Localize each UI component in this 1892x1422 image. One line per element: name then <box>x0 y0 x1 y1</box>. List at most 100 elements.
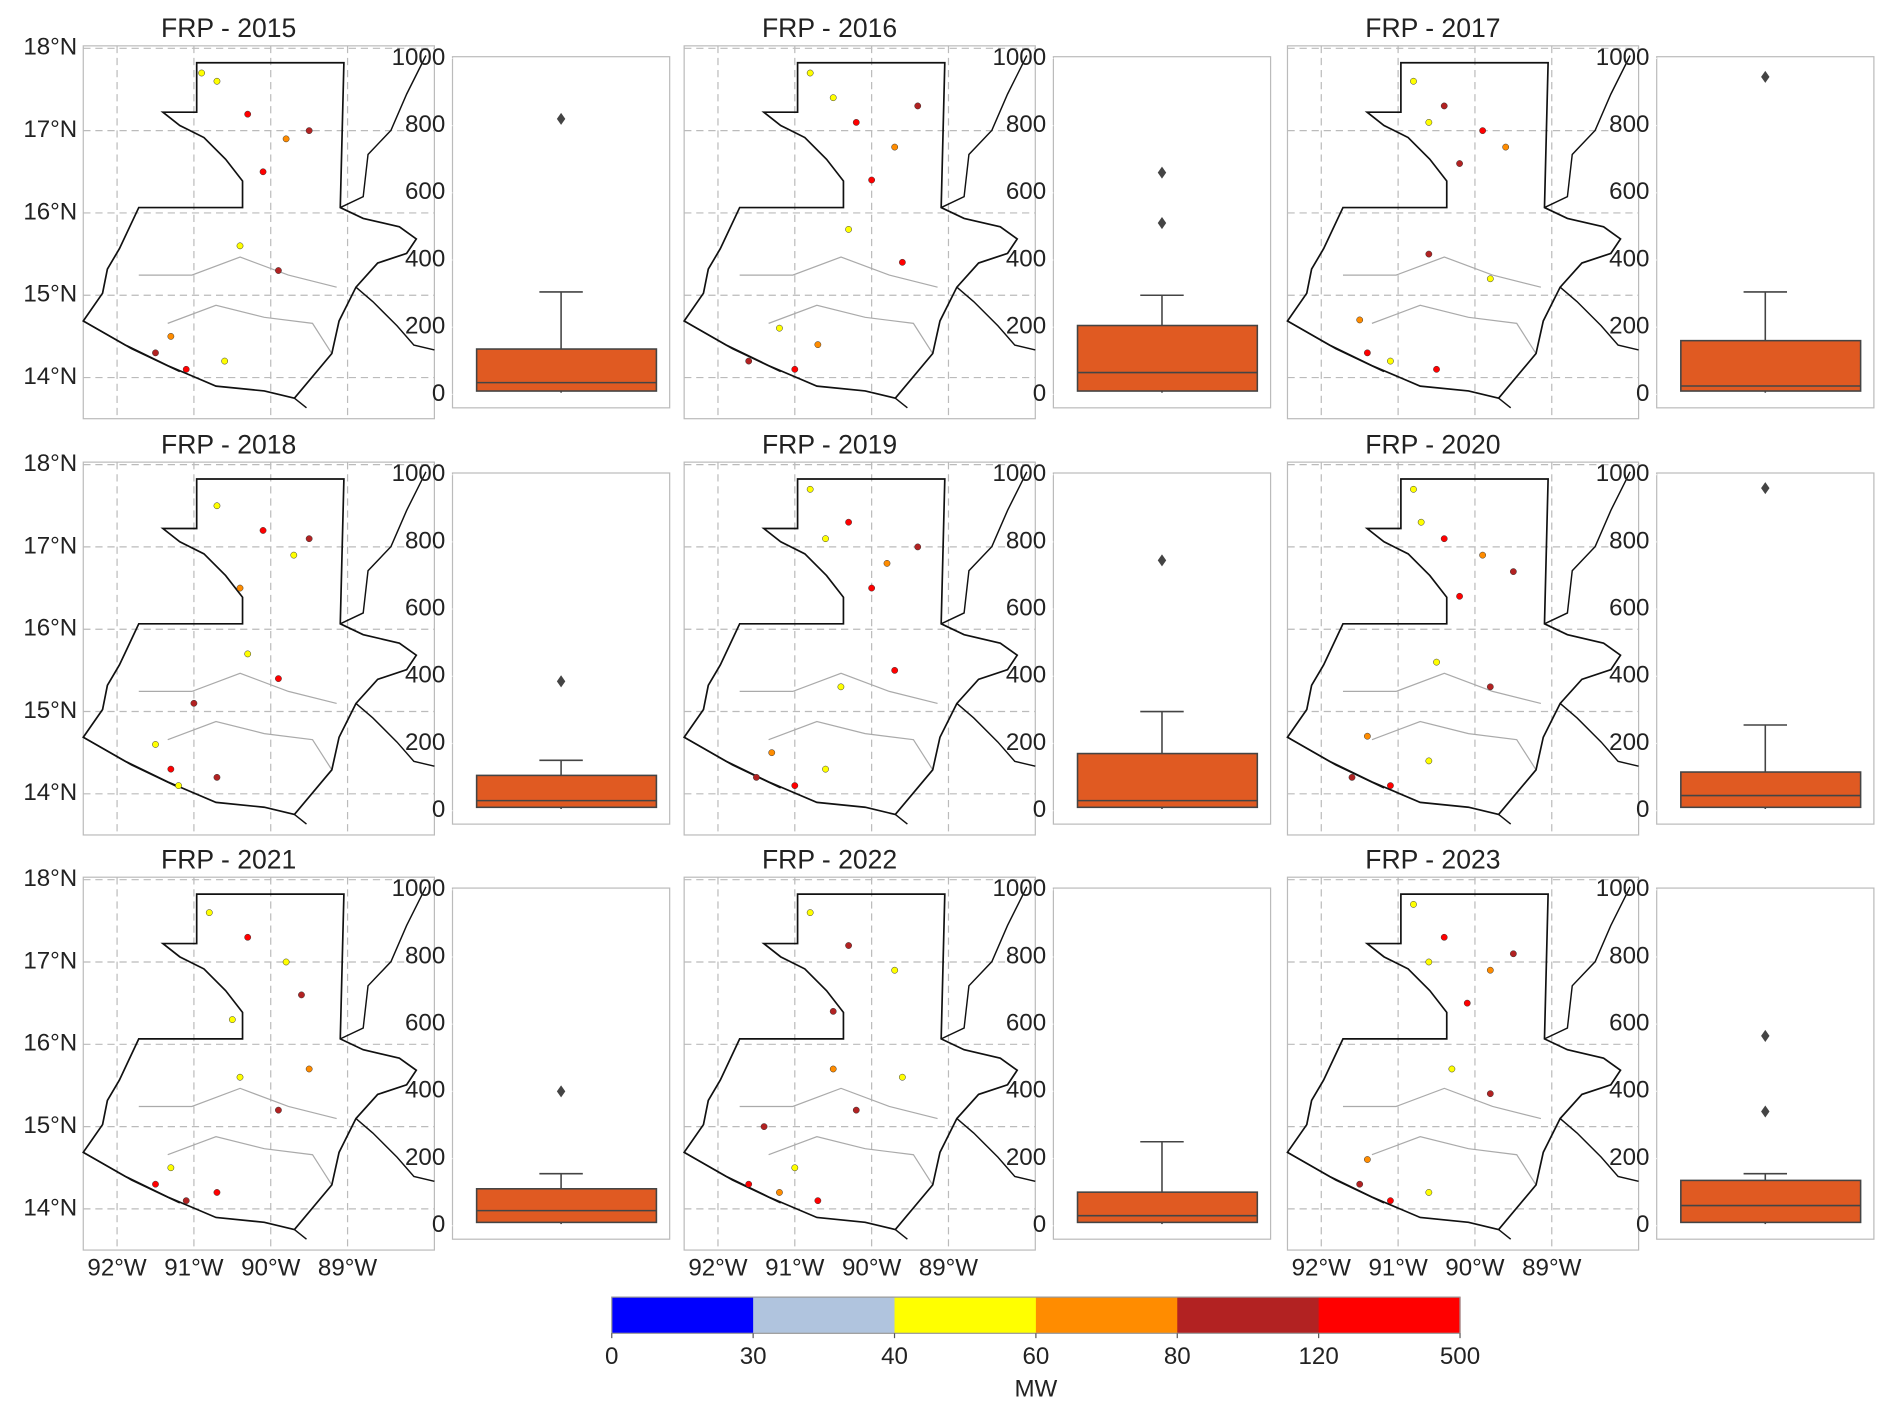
border <box>1287 736 1385 789</box>
fire-point <box>236 242 244 250</box>
y-tick-label: 16°N <box>23 198 77 225</box>
map-title: FRP - 2018 <box>161 429 296 459</box>
border <box>956 702 1036 767</box>
fire-point <box>213 502 221 510</box>
y-tick-label: 200 <box>1609 313 1649 340</box>
fire-point <box>898 258 906 266</box>
y-tick-label: 800 <box>1006 942 1046 969</box>
y-tick-label: 0 <box>1636 1211 1649 1238</box>
fire-point <box>190 699 198 707</box>
y-tick-label: 400 <box>1609 1077 1649 1104</box>
y-tick-label: 600 <box>405 594 445 621</box>
admin-border <box>1371 1136 1537 1186</box>
outlier <box>556 112 566 125</box>
colorbar-segment <box>1318 1297 1461 1334</box>
border <box>293 1228 307 1240</box>
border <box>82 1151 181 1204</box>
admin-border <box>768 1136 934 1186</box>
admin-border <box>1342 256 1542 288</box>
colorbar-segment <box>753 1297 896 1334</box>
box-panel: 0 200 400 600 800 1000 <box>1596 875 1875 1240</box>
fire-point <box>760 1123 768 1130</box>
fire-point <box>1486 683 1494 691</box>
colorbar-segment <box>1035 1297 1178 1334</box>
y-tick-label: 15°N <box>23 697 77 724</box>
colorbar-tick-label: 0 <box>605 1343 618 1370</box>
admin-border <box>1371 304 1537 354</box>
fire-point <box>167 333 175 340</box>
fire-point <box>1348 773 1356 781</box>
fire-point <box>1410 77 1417 85</box>
fire-point <box>298 991 305 999</box>
fire-point <box>822 535 829 543</box>
y-tick-label: 200 <box>405 313 445 340</box>
admin-border <box>138 256 337 288</box>
fire-point <box>305 535 313 543</box>
box-panel: 0 200 400 600 800 1000 <box>392 875 671 1240</box>
map-panel: FRP - 2016 <box>682 13 1036 420</box>
fire-point <box>1440 102 1448 110</box>
fire-point <box>814 1197 822 1205</box>
box-panel: 0 200 400 600 800 1000 <box>992 44 1272 409</box>
fire-point <box>883 559 891 567</box>
y-tick-label: 200 <box>1609 1144 1649 1171</box>
map-frame <box>82 876 435 1251</box>
y-tick-label: 16°N <box>23 615 77 642</box>
y-tick-label: 18°N <box>23 450 77 477</box>
map-frame <box>82 461 435 836</box>
border <box>1559 702 1639 767</box>
colorbar-segment <box>894 1297 1037 1334</box>
y-tick-label: 200 <box>405 1144 445 1171</box>
fire-point <box>1387 1197 1394 1205</box>
border <box>956 1117 1036 1182</box>
fire-point <box>182 1197 190 1205</box>
box-panel: 0 200 400 600 800 1000 <box>392 460 671 825</box>
fire-point <box>205 909 213 916</box>
fire-point <box>1479 127 1487 135</box>
y-tick-label: 18°N <box>23 865 77 892</box>
border <box>683 320 782 373</box>
fire-point <box>829 94 837 102</box>
y-tick-label: 400 <box>1006 662 1046 689</box>
fire-point <box>868 584 876 592</box>
fire-point <box>1425 119 1433 126</box>
fire-point <box>213 77 221 85</box>
fire-point <box>152 349 159 357</box>
y-tick-label: 400 <box>405 662 445 689</box>
fire-point <box>1486 1090 1494 1098</box>
fire-point <box>282 135 290 143</box>
fire-point <box>244 933 252 941</box>
fire-point <box>776 324 783 332</box>
y-tick-label: 1000 <box>992 460 1046 487</box>
fire-point <box>275 675 282 682</box>
y-tick-label: 1000 <box>392 875 446 902</box>
y-tick-label: 800 <box>1609 942 1649 969</box>
border <box>1287 320 1385 373</box>
y-tick-label: 1000 <box>392 44 446 71</box>
fire-point <box>845 942 852 949</box>
border <box>1559 286 1639 351</box>
border <box>293 397 307 409</box>
fire-point <box>290 551 298 559</box>
fire-point <box>1456 592 1463 600</box>
border <box>1498 813 1512 825</box>
y-tick-label: 400 <box>1006 1077 1046 1104</box>
y-tick-label: 200 <box>1609 729 1649 756</box>
fire-point <box>305 1065 313 1073</box>
x-tick-label: 91°W <box>1368 1255 1427 1282</box>
border <box>1544 471 1631 625</box>
box <box>1680 771 1862 809</box>
map-title: FRP - 2016 <box>762 13 897 43</box>
map-panel: FRP - 2020 <box>1286 429 1640 836</box>
fire-point <box>745 357 753 365</box>
border <box>1559 1117 1639 1182</box>
border <box>339 55 427 209</box>
map-frame <box>683 45 1036 420</box>
fire-point <box>829 1007 837 1015</box>
box <box>475 348 658 392</box>
map-title: FRP - 2023 <box>1365 845 1500 875</box>
fire-point <box>814 341 822 348</box>
fire-point <box>1486 275 1494 283</box>
y-tick-label: 14°N <box>23 363 77 390</box>
